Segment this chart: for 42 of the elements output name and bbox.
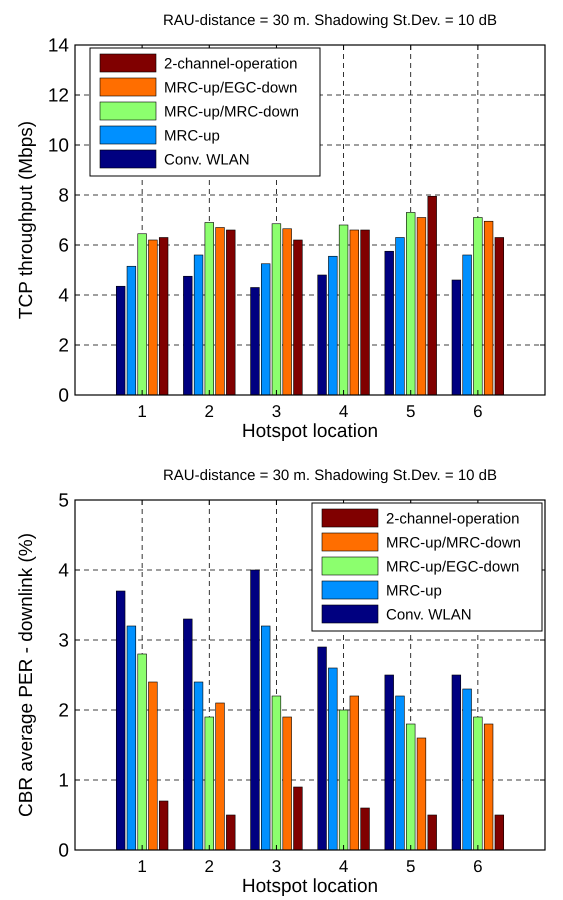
chart-title: RAU-distance = 30 m. Shadowing St.Dev. = 10 dB xyxy=(162,12,498,29)
legend-label: Conv. WLAN xyxy=(386,606,472,624)
y-tick-label: 10 xyxy=(48,136,69,157)
x-tick-label: 4 xyxy=(338,857,348,876)
x-tick-label: 3 xyxy=(272,857,282,876)
y-tick-label: 12 xyxy=(48,86,69,107)
x-tick-label: 1 xyxy=(137,402,147,421)
y-tick-label: 4 xyxy=(58,560,70,582)
legend-label: MRC-up xyxy=(386,582,442,600)
y-tick-label: 4 xyxy=(58,286,70,307)
legend-label: 2-channel-operation xyxy=(164,55,298,72)
y-tick-label: 0 xyxy=(58,386,69,407)
x-tick-label: 4 xyxy=(338,402,348,421)
x-tick-label: 5 xyxy=(406,857,416,876)
legend-label: MRC-up xyxy=(164,127,220,144)
y-tick-label: 8 xyxy=(58,186,69,207)
x-tick-label: 3 xyxy=(272,402,282,421)
x-tick-label: 2 xyxy=(204,402,214,421)
chart-title: RAU-distance = 30 m. Shadowing St.Dev. = 10 dB xyxy=(162,467,498,484)
x-tick-label: 1 xyxy=(137,857,147,876)
legend-label: MRC-up/EGC-down xyxy=(386,558,520,576)
y-tick-label: 6 xyxy=(58,236,69,257)
y-tick-label: 2 xyxy=(58,336,69,357)
legend-label: MRC-up/MRC-down xyxy=(386,534,522,552)
x-tick-label: 6 xyxy=(473,402,483,421)
y-tick-label: 3 xyxy=(58,630,69,652)
y-tick-label: 1 xyxy=(58,770,69,792)
y-axis-title: CBR average PER - downlink (%) xyxy=(16,532,37,818)
legend-label: 2-channel-operation xyxy=(386,510,520,528)
x-tick-label: 6 xyxy=(473,857,483,876)
y-tick-label: 2 xyxy=(58,700,69,722)
y-tick-label: 14 xyxy=(48,36,70,57)
x-tick-label: 2 xyxy=(204,857,214,876)
legend-label: Conv. WLAN xyxy=(164,151,250,168)
x-tick-label: 5 xyxy=(406,402,416,421)
legend-label: MRC-up/EGC-down xyxy=(164,79,298,96)
x-axis-title: Hotspot location xyxy=(242,876,378,897)
y-axis-title: TCP throughput (Mbps) xyxy=(16,120,37,320)
legend-label: MRC-up/MRC-down xyxy=(164,103,300,120)
y-tick-label: 5 xyxy=(58,490,69,512)
y-tick-label: 0 xyxy=(58,840,69,862)
x-axis-title: Hotspot location xyxy=(242,421,378,442)
